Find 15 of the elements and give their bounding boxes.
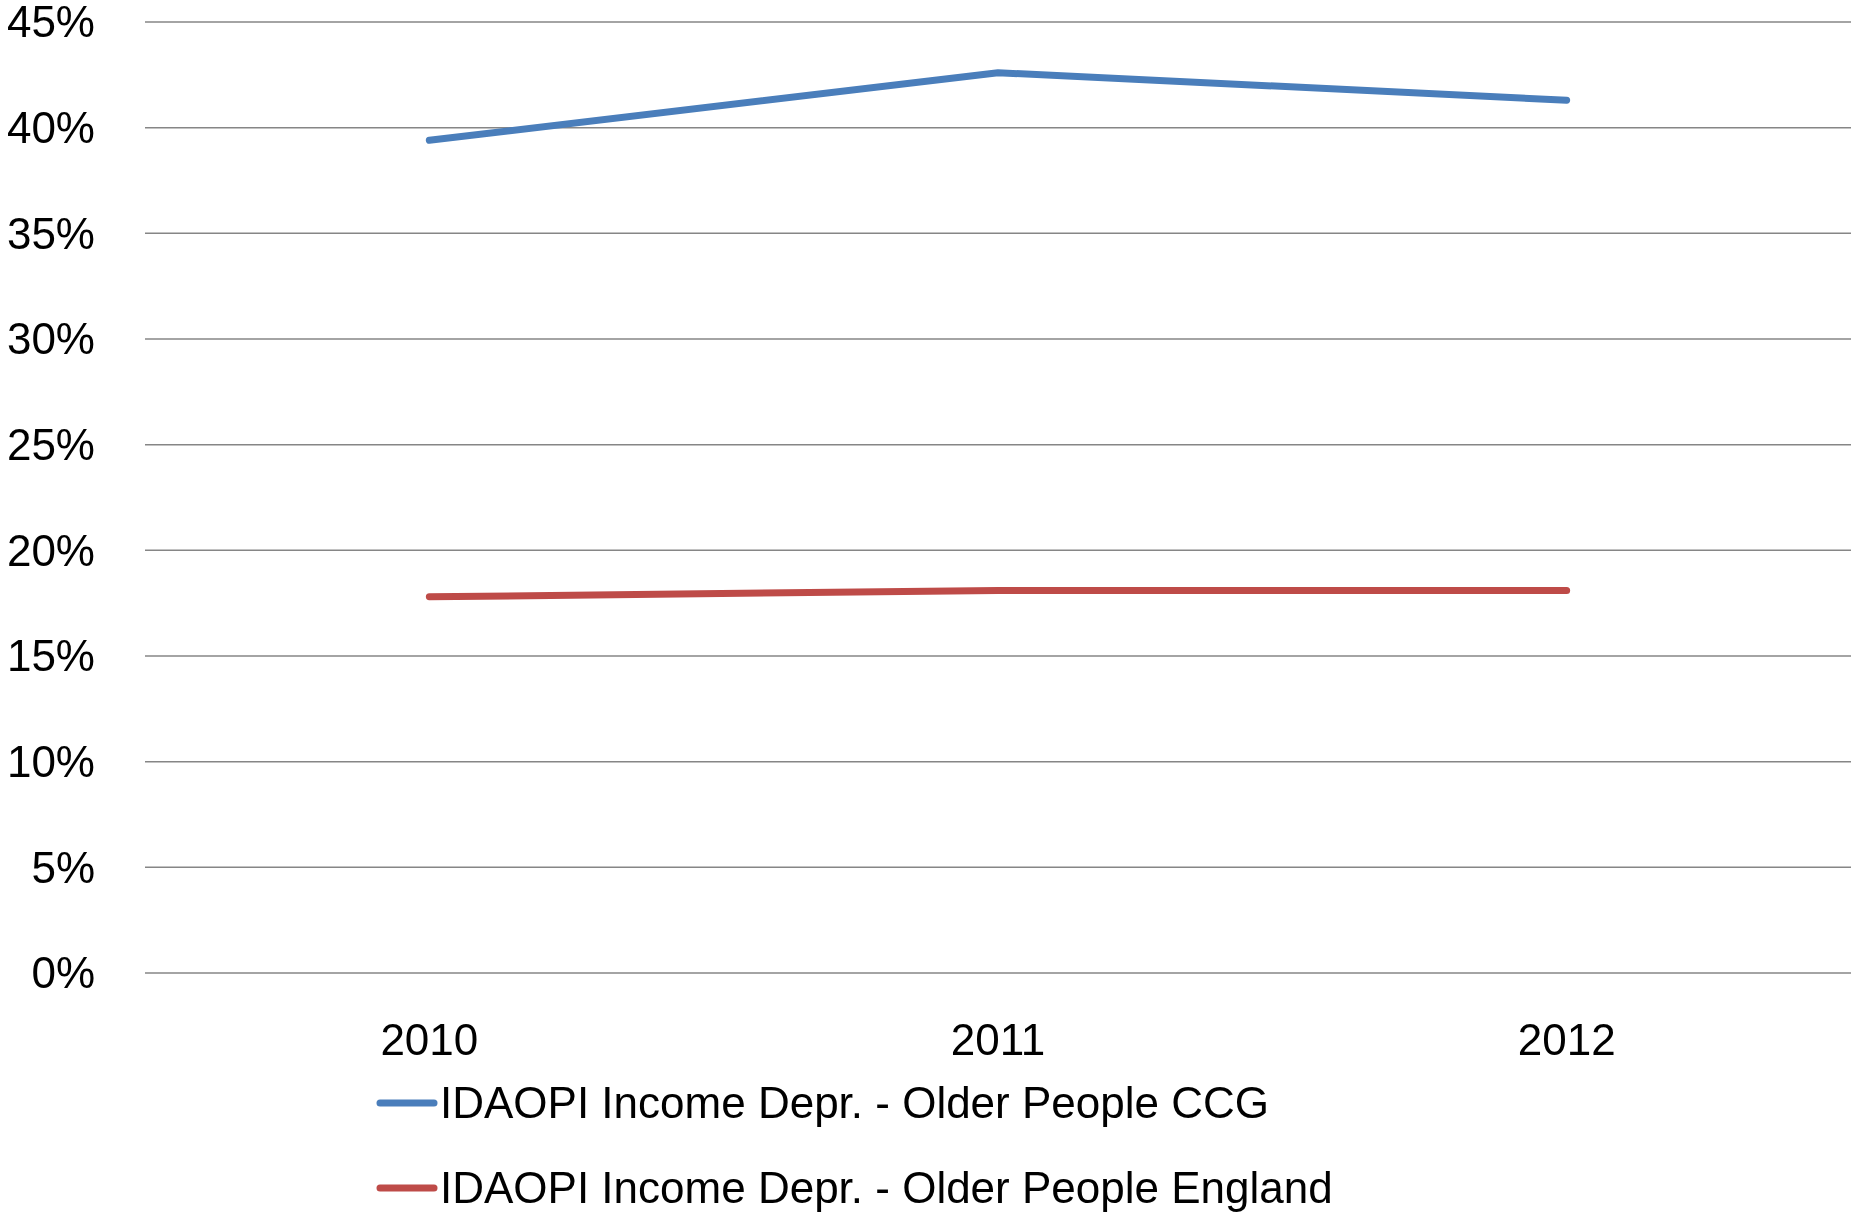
x-tick-label: 2010 (380, 1015, 479, 1065)
x-tick-label: 2011 (950, 1015, 1046, 1065)
x-tick-label: 2012 (1517, 1015, 1616, 1065)
y-tick-label: 35% (6, 208, 95, 258)
y-tick-label: 40% (6, 103, 95, 153)
y-tick-label: 0% (31, 948, 95, 998)
y-tick-label: 15% (6, 631, 95, 681)
y-tick-label: 30% (6, 314, 95, 364)
y-tick-label: 45% (6, 0, 95, 47)
y-tick-label: 25% (6, 420, 95, 470)
legend-label: IDAOPI Income Depr. - Older People CCG (440, 1078, 1269, 1128)
y-tick-label: 5% (31, 842, 95, 892)
y-tick-label: 20% (6, 525, 95, 575)
y-tick-label: 10% (6, 737, 95, 787)
legend-label: IDAOPI Income Depr. - Older People England (440, 1163, 1333, 1213)
